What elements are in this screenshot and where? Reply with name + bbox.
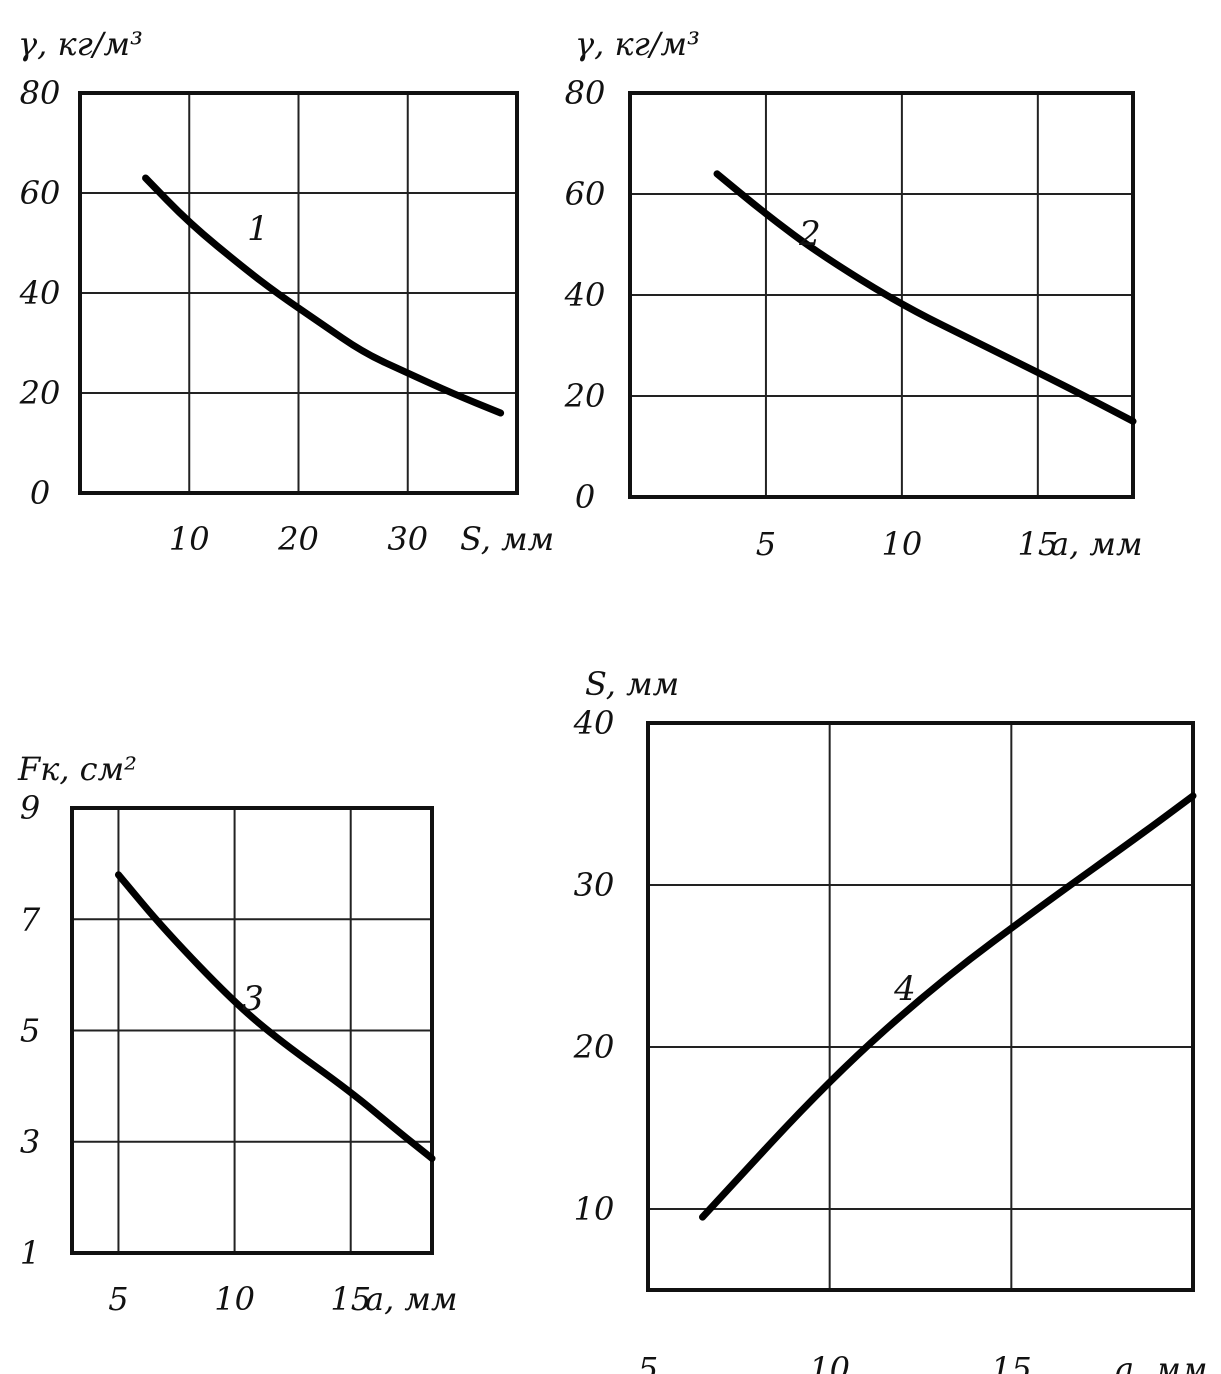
x-tick-label: 15 [991,1350,1032,1374]
y-tick-label: 30 [574,866,615,904]
x-tick-label: 5 [108,1280,128,1318]
x-axis-label: a, мм [1050,525,1142,563]
chart-1: 0 20 40 60 80 10 20 30 γ, кг/м³ S, мм 1 [18,25,554,558]
series-line-3 [114,871,436,1162]
x-axis-label: S, мм [460,520,554,558]
chart-4: 10 20 30 40 5 10 15 S, мм a, мм 4 [573,665,1208,1374]
y-tick-label: 7 [20,900,41,938]
x-tick-label: 10 [809,1350,850,1374]
plot-frame [646,721,1195,1292]
y-tick-label: 20 [19,374,61,412]
y-tick-label: 60 [20,174,61,212]
curve-label-1: 1 [247,209,269,249]
y-tick-label: 1 [20,1234,40,1272]
y-tick-label: 10 [574,1190,615,1228]
y-tick-label: 60 [565,175,606,213]
series-line-4 [699,792,1197,1221]
curve-label-4: 4 [893,969,916,1009]
y-axis-label: γ, кг/м³ [575,25,700,63]
curve-label-3: 3 [242,979,264,1019]
y-axis-label: Fк, см² [17,750,137,788]
y-tick-label: 0 [30,474,50,512]
y-tick-label: 5 [20,1012,40,1050]
x-tick-label: 15 [330,1280,371,1318]
y-axis-label: S, мм [585,665,679,703]
plot-frame [70,806,434,1255]
x-axis-label: a, мм [1115,1350,1207,1374]
series-line-1 [142,174,505,417]
y-tick-label: 20 [573,1028,615,1066]
y-tick-label: 9 [20,789,40,827]
x-axis-label: a, мм [365,1280,457,1318]
curve-label-2: 2 [798,214,821,254]
x-tick-label: 10 [169,520,210,558]
y-tick-label: 3 [20,1123,40,1161]
y-tick-label: 80 [20,74,61,112]
y-tick-label: 0 [575,478,595,516]
x-tick-label: 20 [277,520,319,558]
y-axis-label: γ, кг/м³ [18,25,143,63]
y-tick-label: 40 [19,274,61,312]
y-tick-label: 20 [564,377,606,415]
x-tick-label: 5 [756,525,776,563]
plot-frame [78,91,519,495]
y-tick-label: 80 [565,74,606,112]
plot-frame [628,91,1135,499]
x-tick-label: 30 [387,520,428,558]
x-tick-label: 15 [1017,525,1058,563]
y-tick-label: 40 [573,704,615,742]
chart-2: 0 20 40 60 80 5 10 15 γ, кг/м³ a, мм 2 [564,25,1143,563]
y-tick-label: 40 [564,276,606,314]
x-tick-label: 10 [214,1280,255,1318]
chart-3: 1 3 5 7 9 5 10 15 Fк, см² a, мм 3 [17,750,457,1318]
x-tick-label: 5 [638,1350,658,1374]
series-line-2 [713,170,1137,425]
x-tick-label: 10 [882,525,923,563]
